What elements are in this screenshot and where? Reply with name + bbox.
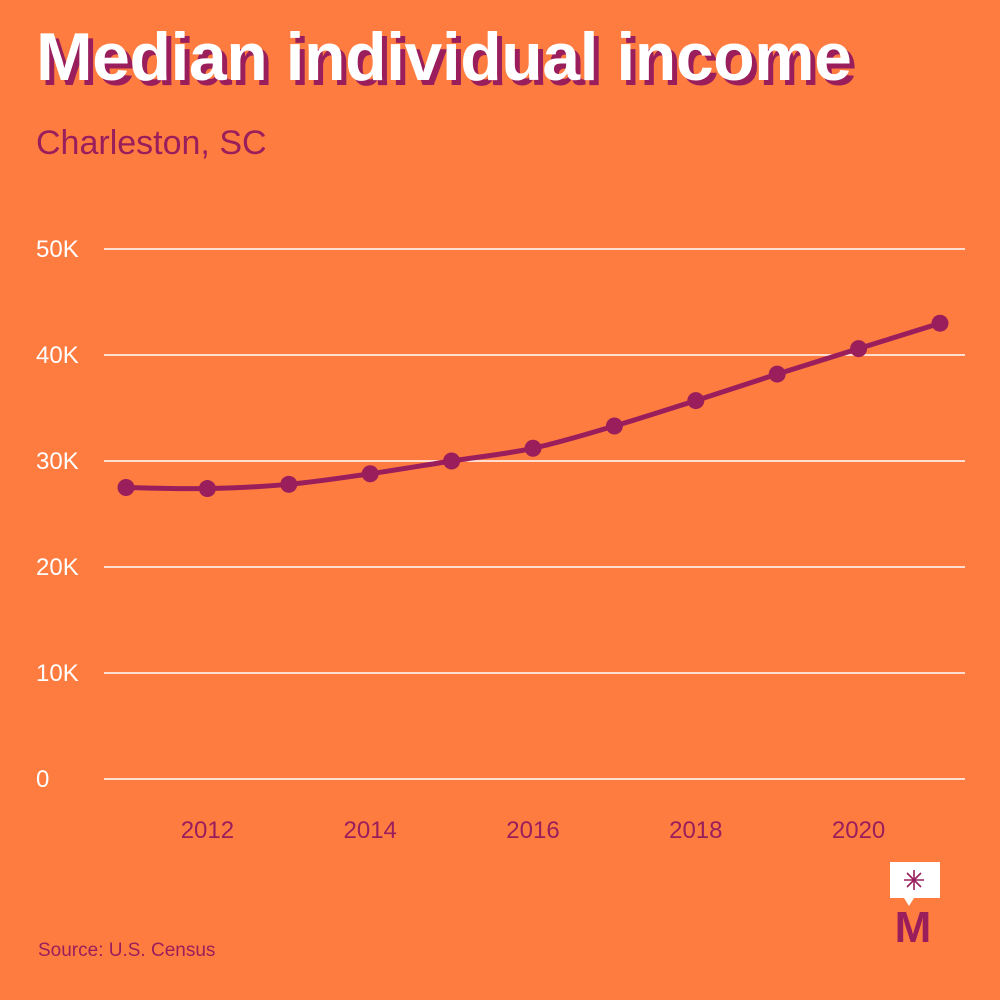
series-line (123, 320, 943, 492)
x-tick-label: 2014 (344, 817, 397, 844)
data-point (117, 479, 135, 496)
chart-title: Median individual income (36, 19, 852, 95)
x-tick-label: 2012 (181, 817, 234, 844)
data-point (768, 365, 786, 383)
data-point (931, 314, 949, 332)
data-point (443, 452, 461, 470)
x-tick-label: 2020 (832, 817, 885, 844)
data-point (361, 465, 379, 483)
data-point (687, 392, 705, 410)
x-tick-label: 2018 (669, 817, 722, 844)
y-tick-label: 50K (36, 236, 79, 263)
source-note: Source: U.S. Census (38, 940, 216, 961)
chart-subtitle: Charleston, SC (36, 124, 267, 162)
logo-bubble-tail (904, 898, 914, 906)
data-point (280, 475, 298, 493)
logo-letter: M (895, 903, 932, 944)
data-point (524, 439, 542, 457)
y-tick-label: 40K (36, 342, 79, 369)
y-tick-label: 30K (36, 448, 79, 475)
x-tick-label: 2016 (506, 817, 559, 844)
data-point (605, 417, 623, 435)
asterisk-speech-bubble-icon: M (890, 862, 940, 944)
y-tick-label: 10K (36, 660, 79, 687)
y-tick-label: 20K (36, 554, 79, 581)
data-point (198, 480, 216, 498)
data-point (850, 340, 868, 358)
y-tick-label: 0 (36, 766, 49, 793)
logo-asterisk (904, 870, 924, 890)
